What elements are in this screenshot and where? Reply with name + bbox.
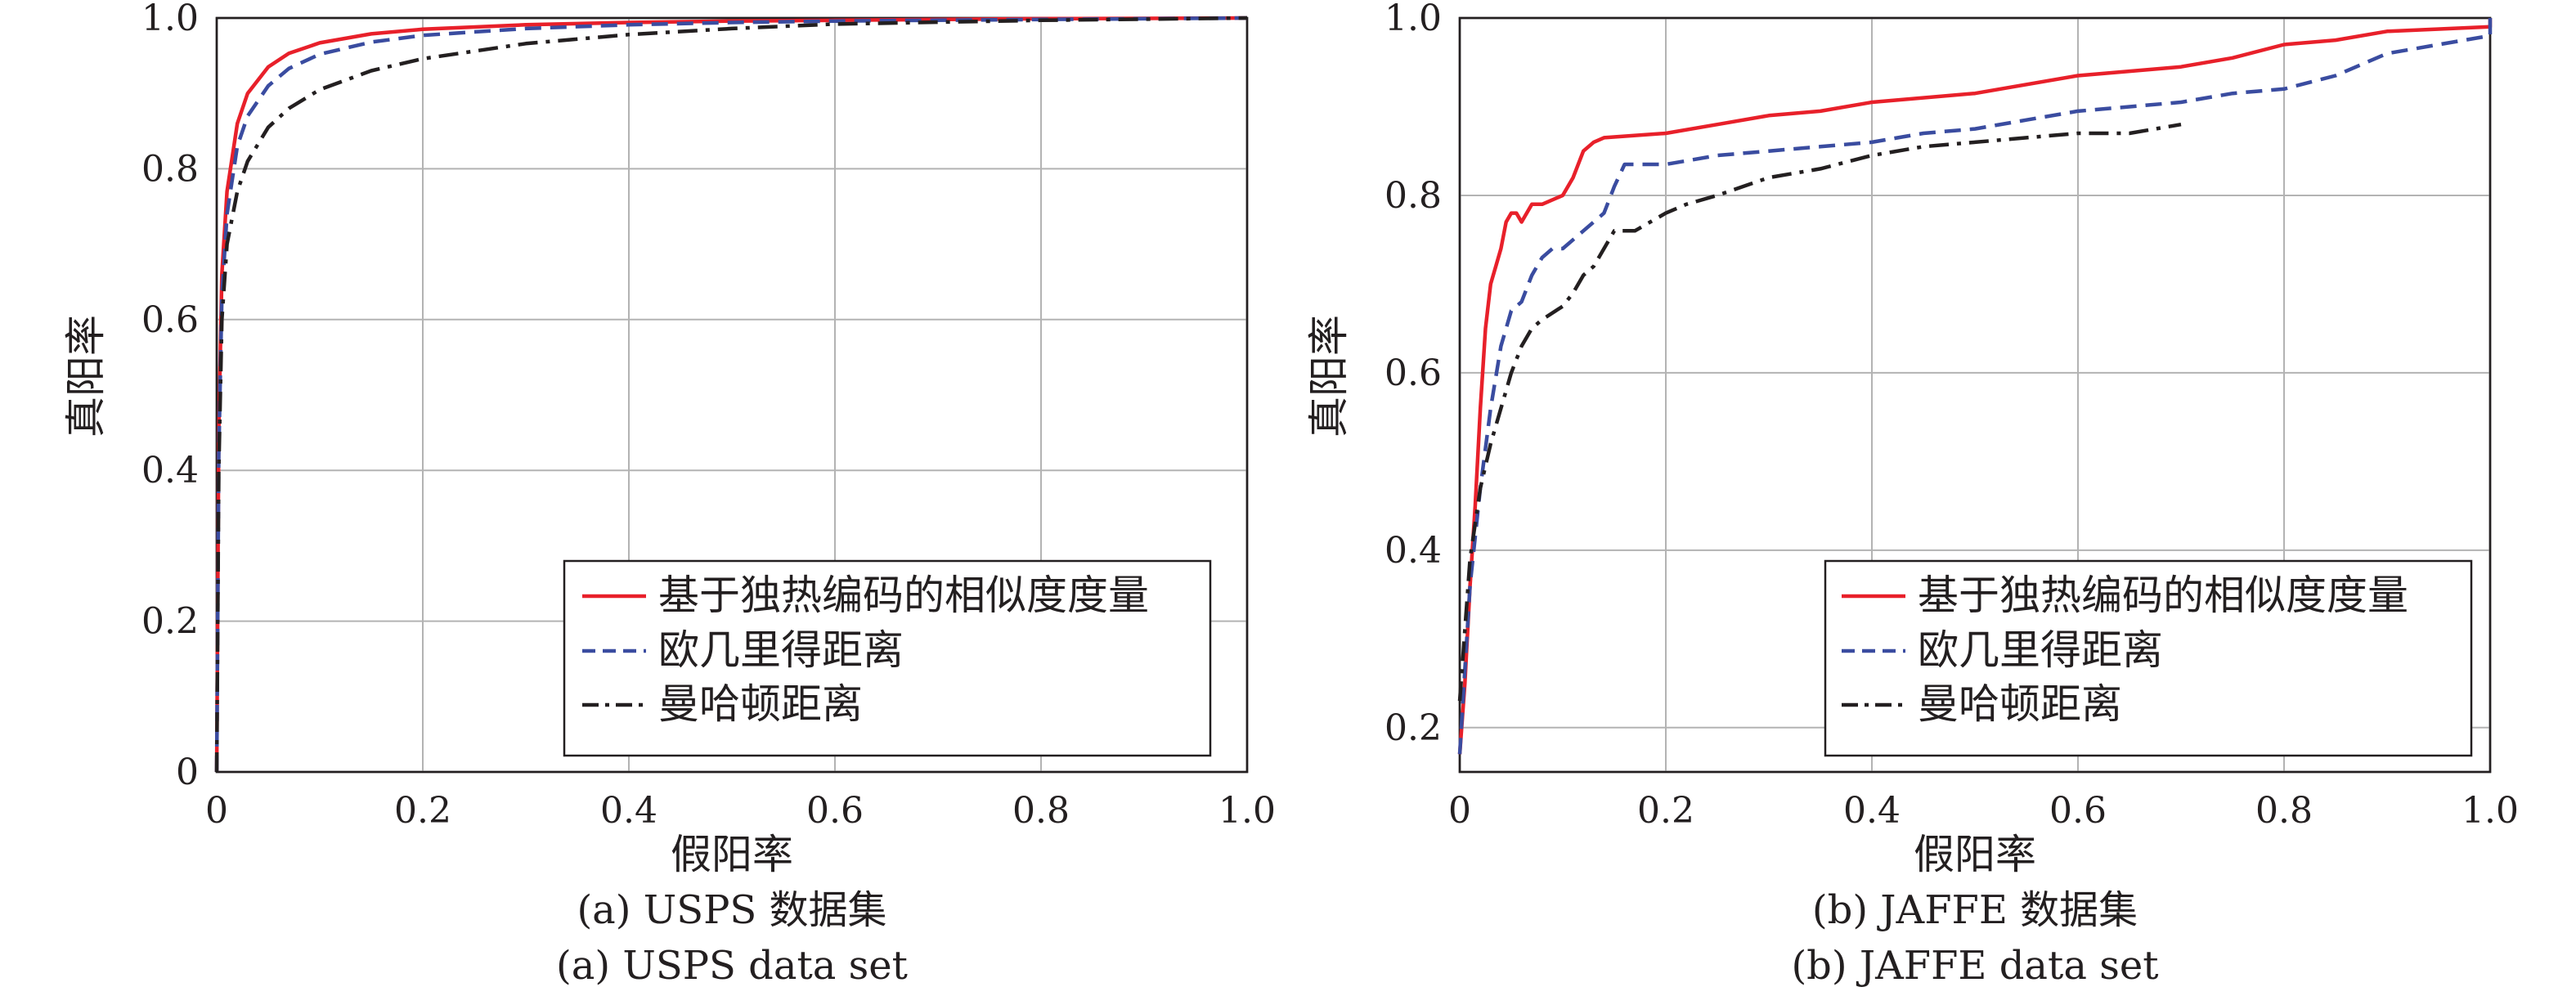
x-tick-label: 1.0 <box>1218 790 1276 832</box>
plot-border <box>215 16 1249 774</box>
y-tick-label: 0.6 <box>141 299 199 341</box>
x-tick-label: 0.2 <box>394 790 451 832</box>
x-axis-title: 假阳率 <box>1914 831 2036 878</box>
x-tick-label: 0.8 <box>1012 790 1070 832</box>
caption-chinese: (b) JAFFE 数据集 <box>1812 887 2138 933</box>
y-tick-label: 1.0 <box>141 0 199 39</box>
x-tick-label: 0.4 <box>600 790 657 832</box>
x-tick-label: 0 <box>1448 790 1471 832</box>
x-tick-label: 0 <box>205 790 228 832</box>
x-tick-label: 0.6 <box>2049 790 2107 832</box>
legend-label-1: 欧几里得距离 <box>658 626 904 674</box>
y-axis-title: 真阳率 <box>1305 315 1353 437</box>
y-tick-label: 0.8 <box>141 148 199 190</box>
caption-english: (b) JAFFE data set <box>1791 943 2158 989</box>
legend-label-2: 曼哈顿距离 <box>1918 680 2122 728</box>
legend-box <box>1824 559 2473 757</box>
x-tick-label: 0.2 <box>1637 790 1694 832</box>
y-tick-label: 0.4 <box>141 450 199 491</box>
series-line-0 <box>1457 18 2493 755</box>
legend-box <box>563 559 1212 757</box>
y-tick-label: 0 <box>176 752 199 793</box>
x-tick-label: 0.6 <box>806 790 864 832</box>
x-axis-title: 假阳率 <box>671 831 793 878</box>
series-line-1 <box>1457 18 2493 755</box>
legend-label-1: 欧几里得距离 <box>1918 626 2163 674</box>
x-tick-label: 0.8 <box>2255 790 2313 832</box>
y-tick-label: 0.2 <box>141 601 199 643</box>
y-tick-label: 0.8 <box>1384 175 1442 217</box>
legend-label-0: 基于独热编码的相似度度量 <box>1918 572 2408 619</box>
legend-label-2: 曼哈顿距离 <box>658 680 863 728</box>
plot-border <box>1458 16 2492 774</box>
caption-english: (a) USPS data set <box>556 943 908 989</box>
y-axis-title: 真阳率 <box>62 315 110 437</box>
series-line-1 <box>214 16 1248 773</box>
y-tick-label: 0.2 <box>1384 707 1442 749</box>
y-tick-label: 0.6 <box>1384 352 1442 394</box>
series-line-2 <box>214 16 1248 773</box>
y-tick-label: 0.4 <box>1384 530 1442 572</box>
y-tick-label: 1.0 <box>1384 0 1442 39</box>
roc-panel-usps: 0 0.2 0.4 0.6 0.8 1.0 0 0.2 0.4 0.6 0.8 1.0 假阳率 真阳率基于… <box>62 0 1276 989</box>
caption-chinese: (a) USPS 数据集 <box>577 887 886 933</box>
x-tick-label: 0.4 <box>1843 790 1901 832</box>
roc-panel-jaffe: 0 0.2 0.4 0.6 0.8 1.00.20.40.60.81.0假阳率真阳率基于独… <box>1305 0 2519 989</box>
x-tick-label: 1.0 <box>2462 790 2519 832</box>
legend-label-0: 基于独热编码的相似度度量 <box>658 572 1149 619</box>
